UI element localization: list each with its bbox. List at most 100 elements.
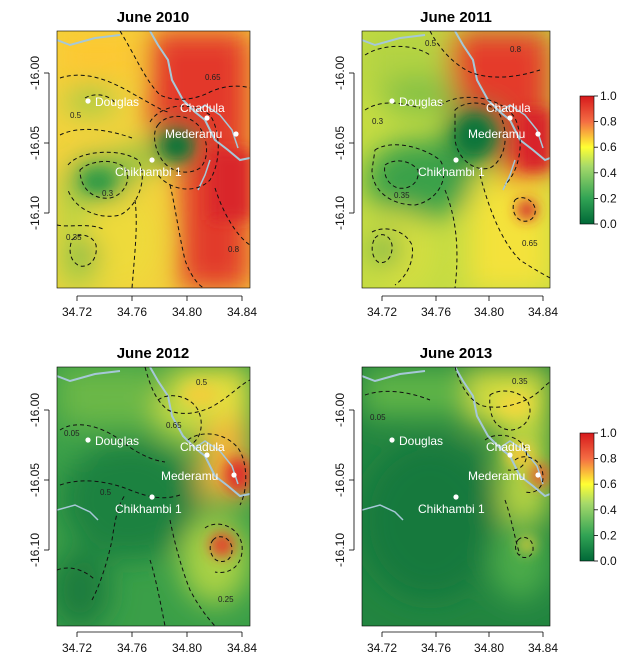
x-tick-label: 34.84 xyxy=(227,641,257,655)
site-marker-chikhambi xyxy=(453,157,459,163)
y-tick-label: -16.00 xyxy=(333,393,347,427)
site-marker-mederamu xyxy=(231,472,237,478)
site-label-chadula: Chadula xyxy=(486,101,531,115)
plot-border xyxy=(56,30,251,289)
panel-title: June 2013 xyxy=(420,345,493,362)
x-tick-label: 34.76 xyxy=(421,305,451,319)
contour-label: 0.05 xyxy=(370,413,386,422)
heatmap-surface: 0.5 0.65 0.05 0.5 0.25 xyxy=(57,367,250,626)
plot-border xyxy=(361,366,551,627)
contour-label: 0.65 xyxy=(522,239,538,248)
contour-label: 0.65 xyxy=(166,421,182,430)
site-label-mederamu: Mederamu xyxy=(165,127,222,141)
river-line xyxy=(362,504,404,521)
site-label-chadula: Chadula xyxy=(180,440,225,454)
y-tick-label: -16.10 xyxy=(333,196,347,230)
plot-border xyxy=(361,30,551,289)
legend-tick-label: 0.6 xyxy=(600,477,617,491)
site-marker-douglas xyxy=(85,437,91,443)
site-marker-chadula xyxy=(507,115,513,121)
x-tick-label: 34.72 xyxy=(367,305,397,319)
x-tick-label: 34.84 xyxy=(528,641,558,655)
contour-label: 0.5 xyxy=(196,378,208,387)
site-label-douglas: Douglas xyxy=(399,434,443,448)
site-label-douglas: Douglas xyxy=(95,434,139,448)
legend-tick-label: 0.6 xyxy=(600,140,617,154)
legend-tick-label: 0.4 xyxy=(600,166,617,180)
contour-label: 0.3 xyxy=(372,117,384,126)
site-label-mederamu: Mederamu xyxy=(161,469,218,483)
panel-title: June 2011 xyxy=(420,9,492,26)
color-legend-top: 1.0 0.8 0.6 0.4 0.2 0.0 xyxy=(579,89,617,231)
contour-lines xyxy=(364,31,550,288)
site-label-chikhambi: Chikhambi 1 xyxy=(418,502,485,516)
x-tick-label: 34.84 xyxy=(227,305,257,319)
y-axis xyxy=(44,72,50,214)
y-tick-label: -16.10 xyxy=(28,533,42,567)
river-line xyxy=(502,159,516,191)
site-marker-chikhambi xyxy=(149,157,155,163)
site-markers: Douglas Chadula Mederamu Chikhambi 1 xyxy=(85,95,239,179)
river-line xyxy=(194,104,239,149)
panel-june-2010: June 2010 xyxy=(28,9,257,319)
site-label-chadula: Chadula xyxy=(180,101,225,115)
x-tick-label: 34.72 xyxy=(367,641,397,655)
contour-label: 0.5 xyxy=(425,39,437,48)
contour-lines xyxy=(364,367,550,559)
x-tick-label: 34.80 xyxy=(474,305,504,319)
river-line xyxy=(499,440,544,485)
x-axis xyxy=(76,631,243,637)
y-tick-label: -16.10 xyxy=(28,196,42,230)
legend-colorbar xyxy=(579,432,595,562)
site-label-chikhambi: Chikhambi 1 xyxy=(115,165,182,179)
y-tick-label: -16.00 xyxy=(333,56,347,90)
y-tick-label: -16.05 xyxy=(28,463,42,497)
site-label-chikhambi: Chikhambi 1 xyxy=(418,165,485,179)
x-axis xyxy=(381,295,544,301)
panel-title: June 2012 xyxy=(117,345,190,362)
panel-june-2011: June 2011 xyxy=(333,9,558,319)
plot-border xyxy=(56,366,251,627)
y-axis xyxy=(349,72,355,214)
site-marker-douglas xyxy=(389,437,395,443)
x-tick-label: 34.76 xyxy=(421,641,451,655)
legend-tick-label: 0.2 xyxy=(600,528,617,542)
contour-label: 0.8 xyxy=(510,45,522,54)
legend-tick-label: 0.8 xyxy=(600,452,617,466)
river-line xyxy=(194,440,239,485)
legend-tick-label: 1.0 xyxy=(600,426,617,440)
contour-label: 0.35 xyxy=(394,191,410,200)
x-tick-label: 34.84 xyxy=(528,305,558,319)
river-line xyxy=(197,159,211,191)
contour-label: 0.5 xyxy=(70,111,82,120)
site-marker-chikhambi xyxy=(453,494,459,500)
contour-lines xyxy=(57,31,250,288)
color-legend-bottom: 1.0 0.8 0.6 0.4 0.2 0.0 xyxy=(579,426,617,568)
site-marker-mederamu xyxy=(233,131,239,137)
contour-label: 0.8 xyxy=(228,245,240,254)
legend-tick-label: 0.4 xyxy=(600,503,617,517)
legend-tick-label: 0.8 xyxy=(600,115,617,129)
heatmap-surface: 0.65 0.5 0.3 0.35 0.8 xyxy=(57,31,250,288)
site-label-douglas: Douglas xyxy=(95,95,139,109)
contour-lines xyxy=(57,367,250,626)
site-marker-mederamu xyxy=(535,472,541,478)
x-tick-label: 34.80 xyxy=(172,641,202,655)
river-line xyxy=(57,504,99,521)
legend-tick-label: 0.0 xyxy=(600,217,617,231)
site-markers: Douglas Chadula Mederamu Chikhambi 1 xyxy=(389,95,541,179)
site-marker-chadula xyxy=(507,452,513,458)
contour-label: 0.35 xyxy=(512,377,528,386)
x-tick-label: 34.76 xyxy=(117,641,147,655)
legend-tick-label: 0.0 xyxy=(600,554,617,568)
y-tick-label: -16.00 xyxy=(28,56,42,90)
site-markers: Douglas Chadula Mederamu Chikhambi 1 xyxy=(85,434,237,516)
site-label-chadula: Chadula xyxy=(486,440,531,454)
site-marker-douglas xyxy=(389,98,395,104)
contour-label: 0.65 xyxy=(205,73,221,82)
panel-title: June 2010 xyxy=(117,9,190,26)
legend-tick-label: 0.2 xyxy=(600,191,617,205)
y-tick-label: -16.10 xyxy=(333,533,347,567)
y-tick-label: -16.00 xyxy=(28,393,42,427)
